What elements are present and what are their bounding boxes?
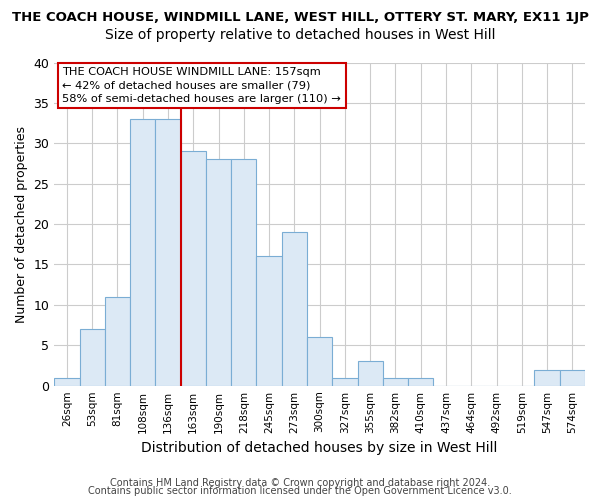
Bar [535, 370, 560, 386]
Bar [332, 378, 358, 386]
Bar [307, 337, 332, 386]
Text: THE COACH HOUSE, WINDMILL LANE, WEST HILL, OTTERY ST. MARY, EX11 1JP: THE COACH HOUSE, WINDMILL LANE, WEST HIL… [11, 11, 589, 24]
Bar [181, 152, 206, 386]
Bar [358, 362, 383, 386]
Bar [206, 160, 231, 386]
Bar [383, 378, 408, 386]
Text: Contains public sector information licensed under the Open Government Licence v3: Contains public sector information licen… [88, 486, 512, 496]
Text: Size of property relative to detached houses in West Hill: Size of property relative to detached ho… [105, 28, 495, 42]
Bar [282, 232, 307, 386]
Bar [408, 378, 433, 386]
Bar [105, 297, 130, 386]
Text: THE COACH HOUSE WINDMILL LANE: 157sqm
← 42% of detached houses are smaller (79)
: THE COACH HOUSE WINDMILL LANE: 157sqm ← … [62, 68, 341, 104]
Bar [560, 370, 585, 386]
Bar [155, 119, 181, 386]
Text: Contains HM Land Registry data © Crown copyright and database right 2024.: Contains HM Land Registry data © Crown c… [110, 478, 490, 488]
Bar [130, 119, 155, 386]
Bar [256, 256, 282, 386]
Bar [54, 378, 80, 386]
X-axis label: Distribution of detached houses by size in West Hill: Distribution of detached houses by size … [142, 441, 498, 455]
Bar [231, 160, 256, 386]
Bar [80, 329, 105, 386]
Y-axis label: Number of detached properties: Number of detached properties [15, 126, 28, 322]
